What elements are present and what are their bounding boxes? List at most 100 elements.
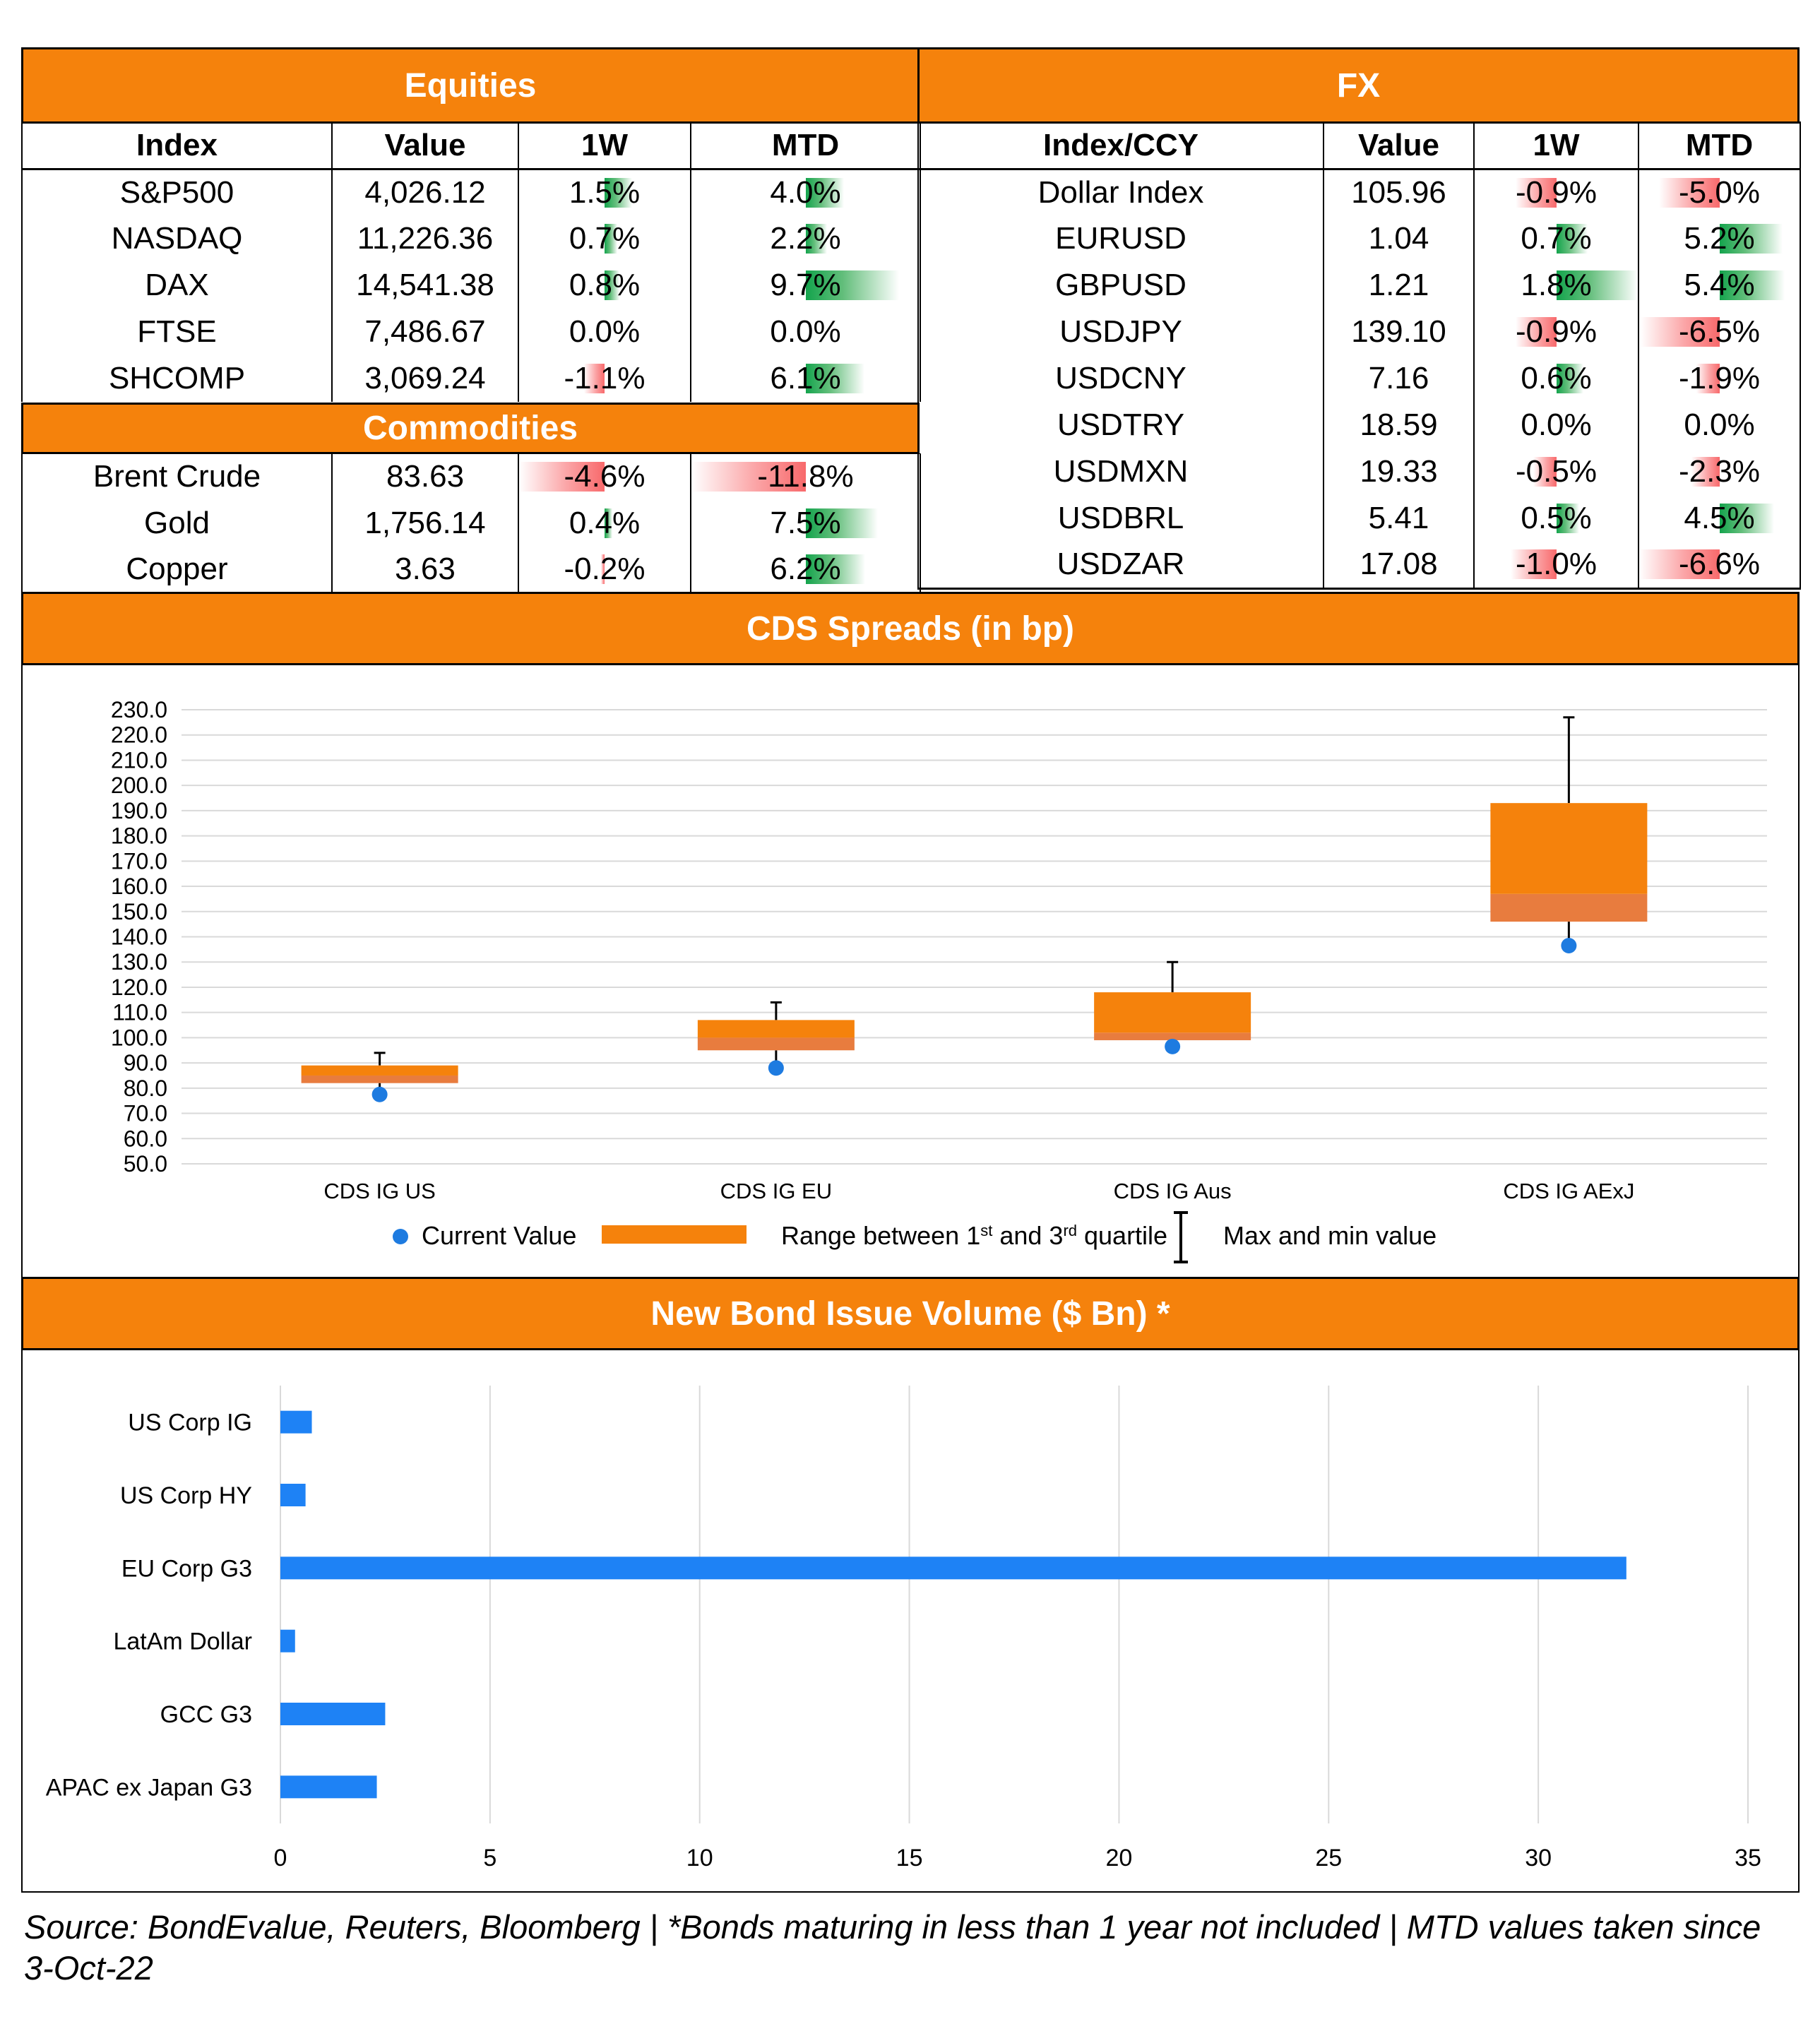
fx-col-index: Index/CCY: [917, 121, 1324, 170]
fx-value-cell: 19.33: [1323, 448, 1475, 495]
fx-value-cell: 18.59: [1323, 402, 1475, 448]
legend-range-label: Range between 1st and 3rd quartile: [781, 1221, 1167, 1250]
commodities-mtd-cell: 7.5%: [690, 500, 921, 547]
equities-mtd-cell-databar: [805, 270, 900, 300]
equities-col-1w: 1W: [518, 121, 691, 170]
fx-1w-cell: 0.6%: [1473, 355, 1639, 402]
commodities-1w-cell-databar: [600, 554, 605, 585]
equities-row: S&P500 4,026.12 1.5% 4.0%: [21, 169, 921, 215]
fx-index-cell: USDTRY: [917, 402, 1324, 448]
fx-index-cell: Dollar Index: [917, 169, 1324, 215]
cds-title: CDS Spreads (in bp): [746, 609, 1075, 648]
equities-1w-cell-databar: [584, 364, 605, 393]
fx-mtd-cell-text: 5.4%: [1684, 268, 1755, 302]
commodities-1w-cell: 0.4%: [518, 500, 691, 547]
fx-1w-cell-text: 0.7%: [1521, 221, 1592, 256]
legend-maxmin-label: Max and min value: [1223, 1221, 1437, 1250]
bonds-xtick-label: 20: [1106, 1845, 1133, 1871]
cds-ytick-label: 90.0: [124, 1050, 167, 1076]
bonds-xtick-label: 0: [274, 1845, 287, 1871]
equities-value-cell: 4,026.12: [331, 169, 519, 215]
equities-1w-cell: 1.5%: [518, 169, 691, 215]
commodities-mtd-cell-databar: [805, 508, 879, 538]
commodities-row: Gold 1,756.14 0.4% 7.5%: [21, 500, 921, 547]
bonds-bar: [280, 1629, 295, 1653]
cds-current-dot: [1561, 938, 1577, 954]
equities-1w-cell-text: 0.0%: [569, 314, 641, 349]
equities-row: SHCOMP 3,069.24 -1.1% 6.1%: [21, 355, 921, 402]
fx-table: Index/CCY Value 1W MTD Dollar Index 105.9…: [917, 121, 1801, 590]
cds-box-lower: [1094, 1032, 1251, 1040]
fx-row: USDZAR 17.08 -1.0% -6.6%: [917, 542, 1801, 588]
equities-mtd-cell-text: 9.7%: [770, 268, 841, 302]
equities-mtd-cell-databar: [805, 364, 864, 393]
bonds-bar: [280, 1410, 312, 1434]
legend-range-swatch: [602, 1225, 747, 1244]
equities-index-cell: FTSE: [21, 309, 333, 355]
legend-range-part: st: [980, 1222, 992, 1239]
equities-header: Equities: [21, 47, 920, 124]
fx-mtd-cell-text: 4.5%: [1684, 501, 1755, 535]
fx-mtd-cell: -6.5%: [1638, 309, 1801, 355]
cds-ytick-label: 50.0: [124, 1151, 167, 1177]
equities-col-mtd: MTD: [690, 121, 921, 170]
cds-ytick-label: 230.0: [111, 697, 167, 722]
fx-mtd-cell-text: -6.6%: [1679, 547, 1760, 582]
fx-1w-cell: 1.8%: [1473, 262, 1639, 309]
fx-mtd-cell: -2.3%: [1638, 448, 1801, 495]
commodities-table: Brent Crude 83.63 -4.6% -11.8% Gold 1,756.14 0…: [21, 453, 921, 595]
commodities-1w-cell-text: -0.2%: [564, 552, 646, 587]
bonds-header: New Bond Issue Volume ($ Bn) *: [21, 1277, 1800, 1350]
fx-mtd-cell-text: -6.5%: [1679, 314, 1760, 349]
commodities-value-cell: 1,756.14: [331, 500, 519, 547]
equities-value-cell: 3,069.24: [331, 355, 519, 402]
fx-header: FX: [917, 47, 1800, 124]
fx-col-mtd: MTD: [1638, 121, 1801, 170]
bonds-title: New Bond Issue Volume ($ Bn) *: [650, 1294, 1170, 1333]
cds-category-label: CDS IG AExJ: [1503, 1179, 1634, 1203]
commodities-mtd-cell-databar: [692, 462, 806, 492]
bonds-category-label: US Corp IG: [128, 1410, 252, 1436]
cds-ytick-label: 220.0: [111, 722, 167, 748]
fx-index-cell: USDCNY: [917, 355, 1324, 402]
bonds-category-label: US Corp HY: [120, 1482, 252, 1509]
fx-title: FX: [1336, 66, 1381, 105]
equities-1w-cell-databar: [605, 177, 633, 208]
equities-mtd-cell-databar: [805, 224, 827, 254]
fx-1w-cell-databar: [1556, 224, 1588, 254]
fx-1w-cell-text: 0.0%: [1521, 407, 1592, 442]
fx-1w-cell-databar: [1556, 364, 1583, 393]
cds-ytick-label: 70.0: [124, 1101, 167, 1126]
equities-mtd-cell: 2.2%: [690, 215, 921, 262]
equities-value-cell: 14,541.38: [331, 262, 519, 309]
equities-mtd-cell: 6.1%: [690, 355, 921, 402]
bonds-xtick-label: 5: [483, 1845, 496, 1871]
equities-mtd-cell-text: 2.2%: [770, 221, 841, 256]
fx-col-1w: 1W: [1473, 121, 1639, 170]
bonds-bar: [280, 1484, 306, 1506]
fx-1w-cell-databar: [1511, 549, 1557, 580]
fx-1w-cell-databar: [1515, 177, 1557, 208]
equities-index-cell: DAX: [21, 262, 333, 309]
fx-index-cell: GBPUSD: [917, 262, 1324, 309]
fx-value-cell: 139.10: [1323, 309, 1475, 355]
fx-mtd-cell-databar: [1691, 457, 1720, 487]
source-note: Source: BondEvalue, Reuters, Bloomberg |…: [24, 1908, 1761, 1987]
fx-value-cell: 1.21: [1323, 262, 1475, 309]
equities-mtd-cell-text: 6.1%: [770, 361, 841, 395]
legend-range-part: quartile: [1077, 1221, 1167, 1250]
equities-1w-cell-databar: [605, 224, 618, 254]
cds-header: CDS Spreads (in bp): [21, 592, 1800, 665]
fx-row: USDJPY 139.10 -0.9% -6.5%: [917, 309, 1801, 355]
cds-ytick-label: 80.0: [124, 1076, 167, 1101]
cds-ytick-label: 150.0: [111, 899, 167, 924]
fx-1w-cell: -0.5%: [1473, 448, 1639, 495]
fx-mtd-cell: -6.6%: [1638, 542, 1801, 588]
commodities-row: Copper 3.63 -0.2% 6.2%: [21, 547, 921, 593]
commodities-mtd-cell-databar: [805, 554, 866, 585]
cds-box-lower: [697, 1037, 855, 1051]
fx-index-cell: USDMXN: [917, 448, 1324, 495]
commodities-index-cell: Brent Crude: [21, 453, 333, 500]
cds-chart: 230.0220.0210.0200.0190.0180.0170.0160.0…: [111, 697, 1767, 1263]
cds-category-label: CDS IG EU: [720, 1179, 832, 1203]
